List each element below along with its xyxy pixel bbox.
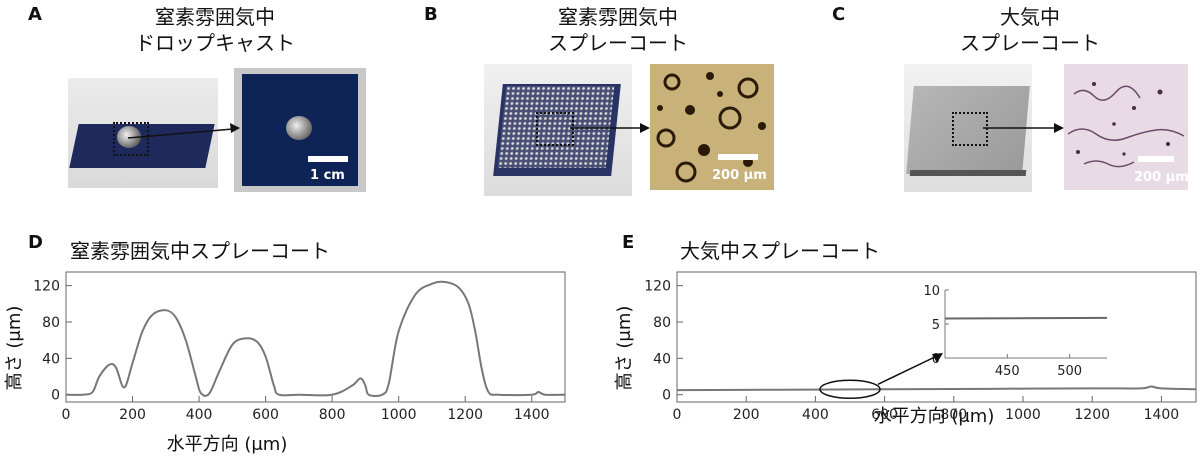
panel-c-scale-label: 200 μm (1134, 170, 1188, 185)
panel-a-scale-label: 1 cm (310, 168, 345, 183)
panel-c-title-line1: 大気中 (1000, 5, 1060, 29)
chart-e-inset-ytick-label: 10 (923, 284, 940, 299)
chart-d-title: 窒素雰囲気中スプレーコート (70, 239, 330, 263)
chart-d-ylabel: 高さ (μm) (4, 306, 25, 391)
chart-e-ytick-label: 120 (644, 279, 671, 295)
chart-d-xlabel: 水平方向 (μm) (167, 434, 288, 455)
panel-b-title-line1: 窒素雰囲気中 (558, 5, 678, 29)
chart-d-line (65, 280, 566, 397)
panel-a-title: 窒素雰囲気中 ドロップキャスト (100, 4, 330, 56)
chart-e-ytick-label: 40 (653, 351, 671, 367)
chart-d-xtick-label: 400 (186, 407, 213, 423)
chart-d-xtick-label: 800 (319, 407, 346, 423)
chart-e-title: 大気中スプレーコート (680, 239, 880, 263)
panel-letter-e: E (622, 232, 635, 253)
chart-e-ylabel: 高さ (μm) (614, 306, 635, 391)
chart-d-xtick-label: 1200 (447, 407, 483, 423)
chart-e-inset-xtick-label: 450 (995, 364, 1020, 379)
panel-b-title-line2: スプレーコート (548, 31, 688, 55)
panel-letter-a: A (28, 4, 42, 25)
chart-e: 大気中スプレーコート 高さ (μm) 水平方向 (μm) 0 200 400 600 8… (614, 239, 1197, 427)
chart-e-xtick-label: 600 (871, 407, 898, 423)
chart-d-xtick-label: 200 (119, 407, 146, 423)
panel-letter-d: D (28, 232, 43, 253)
chart-d-frame (65, 271, 566, 403)
chart-e-frame (676, 271, 1197, 403)
chart-e-inset-line (944, 316, 1108, 320)
panel-b-scale-label: 200 μm (712, 168, 767, 183)
chart-d-ytick-label: 120 (33, 279, 60, 295)
chart-e-inset-arrowhead (932, 353, 943, 363)
chart-e-xtick-label: 1400 (1144, 407, 1180, 423)
chart-d-xtick-label: 600 (252, 407, 279, 423)
panel-a-closeup-photo: 1 cm (234, 68, 366, 192)
chart-e-ytick-label: 80 (653, 315, 671, 331)
chart-e-inset-xtick-label: 500 (1057, 364, 1082, 379)
chart-e-inset-ytick-label: 5 (932, 318, 940, 333)
panel-c-title-line2: スプレーコート (960, 31, 1100, 55)
chart-e-ytick-label: 0 (662, 388, 671, 404)
chart-e-xtick-label: 0 (673, 407, 682, 423)
chart-d: 窒素雰囲気中スプレーコート 高さ (μm) 水平方向 (μm) 0 200 400 6… (4, 239, 566, 455)
chart-e-xtick-label: 400 (802, 407, 829, 423)
chart-d-xtick-label: 0 (62, 407, 71, 423)
chart-d-ytick-label: 80 (42, 315, 60, 331)
panel-b-micrograph: 200 μm (650, 64, 774, 190)
chart-d-xtick-label: 1400 (514, 407, 550, 423)
chart-e-xlabel: 水平方向 (μm) (874, 406, 995, 427)
panel-letter-c: C (832, 4, 846, 25)
panel-c-title: 大気中 スプレーコート (920, 4, 1140, 56)
chart-e-line (676, 385, 1197, 392)
chart-e-xtick-label: 800 (940, 407, 967, 423)
chart-e-highlight-ellipse (819, 379, 881, 400)
panel-b-title: 窒素雰囲気中 スプレーコート (508, 4, 728, 56)
panel-a-title-line2: ドロップキャスト (135, 31, 295, 55)
chart-e-xtick-label: 1000 (1005, 407, 1041, 423)
panel-b-substrate-photo (484, 64, 632, 196)
chart-e-inset-arrow (877, 354, 940, 385)
panel-a-title-line1: 窒素雰囲気中 (155, 5, 275, 29)
panel-c-micrograph: 200 μm (1064, 64, 1188, 190)
chart-d-ytick-label: 0 (51, 388, 60, 404)
chart-e-xtick-label: 1200 (1074, 407, 1110, 423)
chart-d-xtick-label: 1000 (381, 407, 417, 423)
chart-e-xtick-label: 200 (733, 407, 760, 423)
chart-d-ytick-label: 40 (42, 351, 60, 367)
panel-letter-b: B (424, 4, 438, 25)
